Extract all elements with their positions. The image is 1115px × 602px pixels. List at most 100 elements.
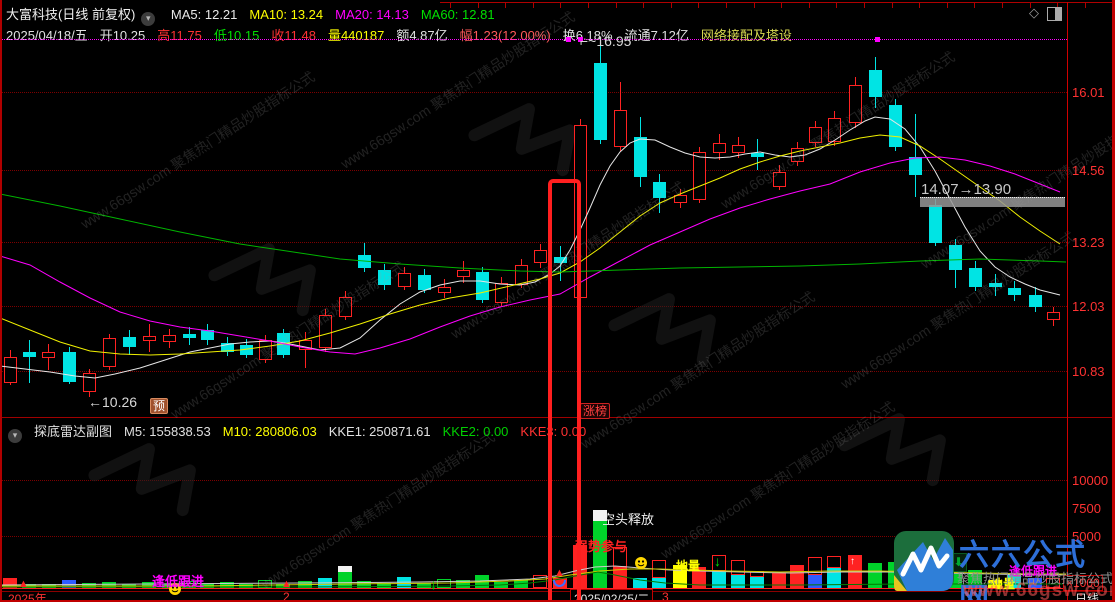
candle-body [731,145,745,153]
grid-line [0,306,1067,307]
ruler-tick [643,2,645,8]
chevron-down-icon[interactable]: ▾ [141,12,156,26]
ruler-tick [974,2,976,8]
down-arrow-icon: ↓ [714,553,721,569]
vol-bar [731,575,745,588]
candle-body [712,143,726,153]
signal-text: 地量 [676,559,701,573]
candle-body [298,340,312,350]
ruler-tick [1084,2,1086,8]
vol-bar [633,578,647,588]
ruler-tick [808,2,810,8]
vol-bar-outline [652,560,666,578]
candle-body [1007,288,1021,295]
ruler-tick [532,2,534,8]
timeline-separator [0,591,1112,592]
candle-body [258,340,272,360]
diamond-icon[interactable]: ◇ [1029,5,1039,20]
vol-bar [3,578,17,588]
sub-indicator-field: KKE3: 0.00 [520,424,587,439]
vol-bar [827,568,841,588]
candle-body [593,63,607,140]
vol-bar [475,575,489,588]
vol-bar-outline [437,579,451,588]
candle-body [868,70,882,97]
high-price-annotation: ⌐~16.95 [580,33,632,49]
down-arrow-icon: ↓ [430,576,437,592]
ruler-line [440,2,1112,3]
signal-text: 强势参与 [575,539,628,554]
candle-body [988,283,1002,287]
candle-body [437,287,451,293]
vol-bar-outline [808,557,822,575]
candle-body [122,337,136,347]
ruler-tick [946,2,948,8]
ma-label: MA20: 14.13 [335,7,409,22]
ruler-tick [753,2,755,8]
ruler-tick [670,2,672,8]
ruler-tick [836,2,838,8]
ruler-tick [1029,2,1031,8]
ruler-tick [726,2,727,8]
candle-wick [914,114,916,197]
ma-label: MA10: 13.24 [249,7,324,22]
sub-indicator-field: M5: 155838.53 [124,424,211,439]
badge-rise-board: 涨榜 [580,403,611,419]
vol-bar-outline [731,560,745,575]
candle-body [475,272,489,300]
chevron-down-icon-sub[interactable]: ▾ [8,429,22,443]
vol-bar [712,571,726,588]
split-window-fill [1055,8,1061,20]
candle-body [239,345,253,355]
candle-body [397,273,411,287]
window-border-right [1112,0,1115,602]
price-axis-label: 13.23 [1072,235,1105,250]
candle-body [102,338,116,367]
pane-separator [0,417,1112,418]
price-axis-label: 16.01 [1072,85,1105,100]
sub-grid-line [0,536,1067,537]
candle-body [494,283,508,303]
signal-text: 空头释放 [602,512,655,527]
price-axis-line [1067,2,1068,600]
vol-bar [652,578,666,588]
vol-bar [808,575,822,588]
price-axis-label: 10.83 [1072,364,1105,379]
sub-indicator-field: M10: 280806.03 [222,424,317,439]
ruler-tick [450,2,451,8]
ruler-tick [588,2,589,8]
sub-indicator-values: 探底雷达副图 M5: 155838.53 M10: 280806.03 KKE1: 2… [34,424,598,439]
vol-bar [790,565,804,588]
price-axis-label: 12.03 [1072,299,1105,314]
candle-body [908,157,922,175]
candle-body [790,148,804,162]
candle-body [633,137,647,177]
candle-body [772,172,786,187]
window-border-left [0,0,2,602]
watermark-text: www.66gsw.com 聚焦热门精品炒股指标公式 [337,8,578,172]
unit-label: ×1000 [1063,575,1103,591]
candle-body [220,343,234,352]
ruler-tick [505,2,507,8]
signal-text: 逢低跟进 [152,574,205,589]
ruler-tick [1057,2,1059,8]
timeline-label[interactable]: 日线 [1075,592,1100,602]
timeline-label: 2025年 [8,592,47,602]
candle-wick [304,332,306,368]
vol-bar [593,510,607,521]
candle-body [613,110,627,147]
vol-bar [338,572,352,588]
candle-body [1046,312,1060,320]
grid-line [0,242,1067,243]
magenta-marker [566,37,571,42]
sub-grid-line [0,480,1067,481]
candle-body [142,336,156,341]
vol-bar [397,577,411,588]
candle-body [673,195,687,203]
candle-body [62,352,76,382]
window-border-bottom [0,600,1115,602]
price-range-band [920,197,1065,207]
grid-line [0,170,1067,171]
candle-body [827,118,841,142]
split-window-icon[interactable] [1047,7,1062,21]
